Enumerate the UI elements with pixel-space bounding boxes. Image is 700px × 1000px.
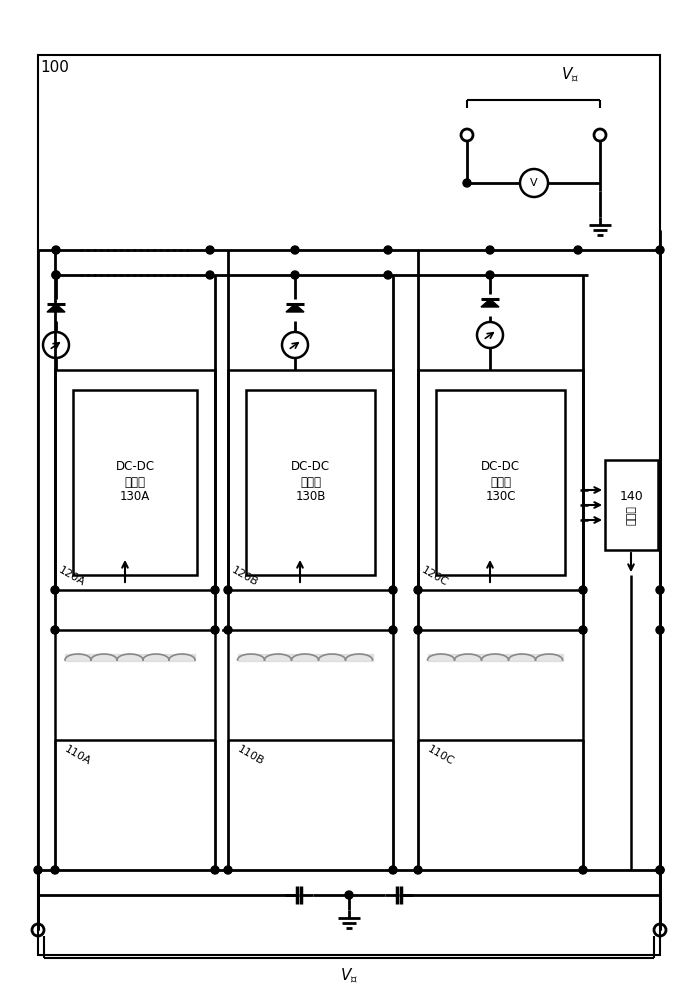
- Text: DC-DC
转换器
130C: DC-DC 转换器 130C: [481, 460, 520, 504]
- Text: $V_{低}$: $V_{低}$: [561, 65, 579, 84]
- Circle shape: [211, 586, 219, 594]
- Circle shape: [211, 626, 219, 634]
- Circle shape: [414, 626, 422, 634]
- Circle shape: [579, 626, 587, 634]
- Circle shape: [384, 271, 392, 279]
- Bar: [55, 630, 215, 740]
- Circle shape: [211, 866, 219, 874]
- Bar: [605, 460, 658, 550]
- Circle shape: [224, 586, 232, 594]
- Text: 110C: 110C: [426, 744, 456, 767]
- Circle shape: [291, 271, 299, 279]
- Text: 110B: 110B: [236, 744, 266, 767]
- Text: 120B: 120B: [230, 565, 260, 588]
- Text: 控制器: 控制器: [626, 505, 636, 525]
- Circle shape: [656, 246, 664, 254]
- Text: 110A: 110A: [63, 744, 93, 767]
- Text: 100: 100: [40, 60, 69, 75]
- Text: 120C: 120C: [420, 565, 450, 588]
- Text: 120A: 120A: [57, 565, 87, 588]
- Circle shape: [51, 586, 59, 594]
- Text: 140: 140: [620, 490, 643, 504]
- Circle shape: [656, 586, 664, 594]
- Circle shape: [224, 626, 232, 634]
- Polygon shape: [481, 299, 499, 307]
- Circle shape: [579, 586, 587, 594]
- Bar: [228, 630, 393, 740]
- Circle shape: [414, 586, 422, 594]
- Circle shape: [34, 866, 42, 874]
- Text: DC-DC
转换器
130A: DC-DC 转换器 130A: [116, 460, 155, 504]
- Circle shape: [52, 246, 60, 254]
- Circle shape: [414, 866, 422, 874]
- Polygon shape: [286, 304, 304, 312]
- Circle shape: [291, 246, 299, 254]
- Circle shape: [51, 626, 59, 634]
- Circle shape: [52, 271, 60, 279]
- Circle shape: [656, 626, 664, 634]
- Bar: [38, 55, 660, 955]
- Circle shape: [52, 271, 60, 279]
- Bar: [418, 370, 583, 590]
- Circle shape: [345, 891, 353, 899]
- Circle shape: [656, 866, 664, 874]
- Text: $V_{高}$: $V_{高}$: [340, 966, 358, 985]
- Circle shape: [206, 246, 214, 254]
- Circle shape: [579, 866, 587, 874]
- Bar: [228, 370, 393, 590]
- Circle shape: [389, 866, 397, 874]
- Circle shape: [389, 626, 397, 634]
- Bar: [246, 390, 375, 575]
- Circle shape: [463, 179, 471, 187]
- Polygon shape: [47, 304, 65, 312]
- Circle shape: [486, 271, 494, 279]
- Text: DC-DC
转换器
130B: DC-DC 转换器 130B: [291, 460, 330, 504]
- Text: V: V: [530, 178, 538, 188]
- Circle shape: [224, 866, 232, 874]
- Circle shape: [384, 246, 392, 254]
- Bar: [418, 630, 583, 740]
- Circle shape: [51, 866, 59, 874]
- Circle shape: [486, 246, 494, 254]
- Circle shape: [389, 586, 397, 594]
- Bar: [55, 370, 215, 590]
- Bar: [436, 390, 565, 575]
- Circle shape: [656, 866, 664, 874]
- Circle shape: [206, 271, 214, 279]
- Circle shape: [574, 246, 582, 254]
- Bar: [73, 390, 197, 575]
